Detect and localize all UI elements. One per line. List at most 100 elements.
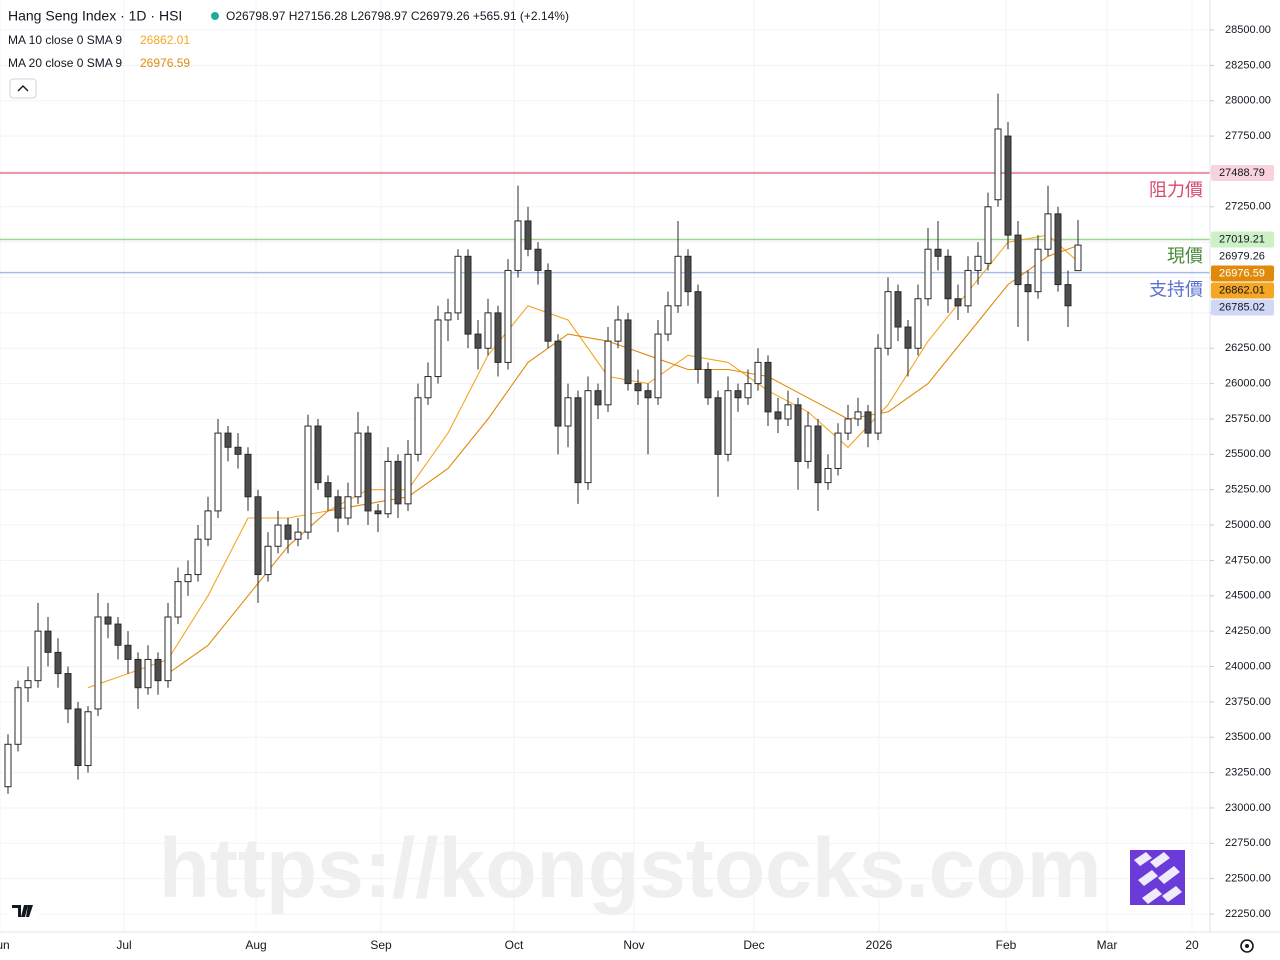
x-tick-label: Sep — [370, 938, 392, 952]
x-tick-label: Feb — [996, 938, 1017, 952]
candle-body — [824, 467, 832, 484]
candle-body — [574, 397, 582, 484]
x-tick-label: Jul — [116, 938, 131, 952]
candle-body — [144, 658, 152, 689]
price-tag — [1211, 299, 1274, 316]
y-tick-label: 22500.00 — [1225, 873, 1271, 885]
collapse-button-box[interactable] — [9, 78, 37, 99]
candle-body — [34, 630, 42, 682]
y-tick-label: 27250.00 — [1225, 201, 1271, 213]
candle-body — [234, 446, 242, 455]
candle-body — [64, 673, 72, 710]
y-tick-label: 28500.00 — [1225, 24, 1271, 36]
candle-body — [24, 680, 32, 689]
legend-name: MA 20 close 0 SMA 9 — [8, 56, 122, 70]
candle-body — [934, 248, 942, 257]
candle-body — [884, 291, 892, 349]
price-tag — [1211, 248, 1274, 265]
collapse-icon[interactable] — [17, 85, 29, 92]
candle-body — [174, 581, 182, 618]
candle-body — [114, 623, 122, 646]
candle-body — [624, 319, 632, 385]
candle-body — [1054, 213, 1062, 286]
price-tag-label: 27488.79 — [1219, 167, 1265, 179]
candle-body — [464, 255, 472, 335]
logo-mark — [12, 905, 33, 917]
y-tick-label: 24500.00 — [1225, 590, 1271, 602]
y-tick-label: 23750.00 — [1225, 696, 1271, 708]
candle-body — [1014, 234, 1022, 286]
candle-body — [724, 390, 732, 455]
x-tick-label: Dec — [743, 938, 764, 952]
candle-body — [984, 206, 992, 264]
candle-body — [204, 510, 212, 540]
candle-body — [654, 333, 662, 399]
legend-value: 26862.01 — [140, 33, 190, 47]
candle-body — [854, 411, 862, 420]
candle-body — [684, 255, 692, 293]
candle-body — [54, 651, 62, 675]
candle-body — [274, 524, 282, 547]
candle-body — [184, 574, 192, 583]
y-tick-label: 26000.00 — [1225, 378, 1271, 390]
level-label: 支持價 — [1149, 279, 1203, 299]
chart-title: Hang Seng Index · 1D · HSI — [8, 8, 182, 24]
candle-body — [264, 545, 272, 576]
candle-body — [994, 128, 1002, 201]
y-tick-label: 27750.00 — [1225, 130, 1271, 142]
candle-body — [134, 658, 142, 689]
candle-body — [1024, 284, 1032, 293]
candle-body — [354, 432, 362, 498]
candle-body — [634, 383, 642, 392]
candle-body — [584, 390, 592, 484]
candle-body — [404, 453, 412, 505]
y-tick-label: 25000.00 — [1225, 519, 1271, 531]
market-status — [211, 12, 219, 20]
x-tick-label: Jun — [0, 938, 10, 952]
tv-logo — [8, 900, 38, 922]
settings-icon-center[interactable] — [1245, 944, 1249, 948]
price-tag — [1211, 265, 1274, 282]
candle-body — [14, 687, 22, 745]
candle-body — [1064, 284, 1072, 307]
settings-button[interactable] — [1240, 939, 1254, 953]
candle-body — [214, 432, 222, 512]
price-tag-label: 27019.21 — [1219, 233, 1265, 245]
x-tick-label: Aug — [245, 938, 266, 952]
x-tick-label: 2026 — [866, 938, 893, 952]
candle-body — [764, 361, 772, 413]
site-logo-mark — [1134, 852, 1182, 904]
y-tick-label: 24000.00 — [1225, 660, 1271, 672]
candle-body — [434, 319, 442, 378]
candle-body — [594, 390, 602, 406]
watermark: https://kongstocks.com — [159, 821, 1102, 915]
y-tick-label: 25500.00 — [1225, 448, 1271, 460]
candle-body — [844, 418, 852, 434]
collapse-button[interactable] — [9, 78, 37, 99]
candle-body — [834, 432, 842, 469]
price-tag-label: 26976.59 — [1219, 267, 1265, 279]
candle-body — [774, 411, 782, 420]
candle-body — [734, 390, 742, 399]
legend: MA 10 close 0 SMA 9 26862.01 MA 20 close 0… — [8, 33, 190, 70]
settings-icon[interactable] — [1240, 939, 1254, 953]
candle-body — [444, 312, 452, 321]
candle-body — [504, 269, 512, 363]
candle-body — [74, 708, 82, 767]
candle-body — [284, 524, 292, 540]
ohlc-legend: O26798.97 H27156.28 L26798.97 C26979.26 … — [226, 9, 569, 23]
candle-body — [104, 616, 112, 625]
candle-body — [894, 291, 902, 328]
y-tick-label: 28250.00 — [1225, 59, 1271, 71]
candle-body — [904, 326, 912, 349]
y-tick-label: 25250.00 — [1225, 484, 1271, 496]
price-tag-label: 26979.26 — [1219, 250, 1265, 262]
candle-body — [364, 432, 372, 512]
candle-body — [494, 312, 502, 363]
price-tag — [1211, 165, 1274, 182]
candle-body — [874, 347, 882, 434]
candle-body — [484, 312, 492, 349]
